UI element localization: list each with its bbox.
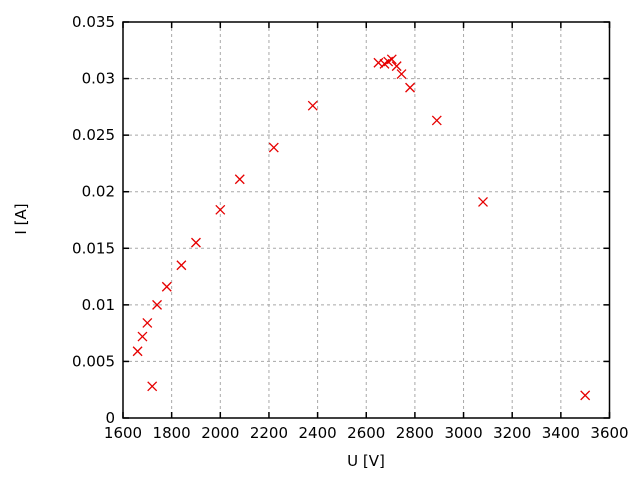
- x-tick-label: 2800: [396, 424, 434, 442]
- data-point-marker: [137, 331, 148, 342]
- data-point-marker: [142, 318, 153, 328]
- data-point-marker: [268, 142, 279, 153]
- x-tick-label: 1800: [153, 424, 191, 442]
- data-point-marker: [191, 237, 201, 248]
- data-point-marker: [431, 115, 442, 126]
- data-point-marker: [152, 299, 163, 310]
- y-tick-label: 0.025: [72, 126, 115, 144]
- x-tick-label: 2200: [250, 424, 288, 442]
- data-point-marker: [132, 346, 143, 357]
- x-tick-label: 2000: [201, 424, 239, 442]
- x-tick-label: 1600: [104, 424, 142, 442]
- y-tick-label: 0.03: [82, 70, 115, 88]
- x-tick-label: 3200: [493, 424, 531, 442]
- y-tick-label: 0.035: [72, 13, 115, 31]
- data-point-marker: [234, 174, 245, 185]
- data-point-marker: [307, 100, 318, 111]
- y-tick-label: 0: [105, 409, 115, 427]
- x-tick-label: 3000: [444, 424, 482, 442]
- y-tick-label: 0.01: [82, 296, 115, 314]
- data-point-marker: [391, 61, 402, 72]
- data-point-marker: [373, 57, 384, 68]
- data-point-marker: [147, 381, 158, 392]
- data-point-marker: [478, 196, 488, 207]
- x-tick-label: 2400: [299, 424, 337, 442]
- y-tick-label: 0.005: [72, 352, 115, 370]
- y-tick-label: 0.02: [82, 183, 115, 201]
- data-point-marker: [215, 204, 226, 215]
- data-point-marker: [386, 54, 397, 65]
- y-tick-label: 0.015: [72, 239, 115, 257]
- y-axis-title: I [A]: [12, 203, 30, 235]
- data-point-marker: [396, 69, 407, 80]
- data-point-marker: [580, 390, 591, 401]
- x-tick-label: 3600: [590, 424, 628, 442]
- x-tick-label: 3400: [542, 424, 580, 442]
- data-point-marker: [405, 82, 415, 93]
- x-tick-label: 2600: [347, 424, 385, 442]
- data-point-marker: [161, 281, 172, 292]
- x-axis-title: U [V]: [347, 452, 385, 470]
- data-point-marker: [176, 260, 187, 271]
